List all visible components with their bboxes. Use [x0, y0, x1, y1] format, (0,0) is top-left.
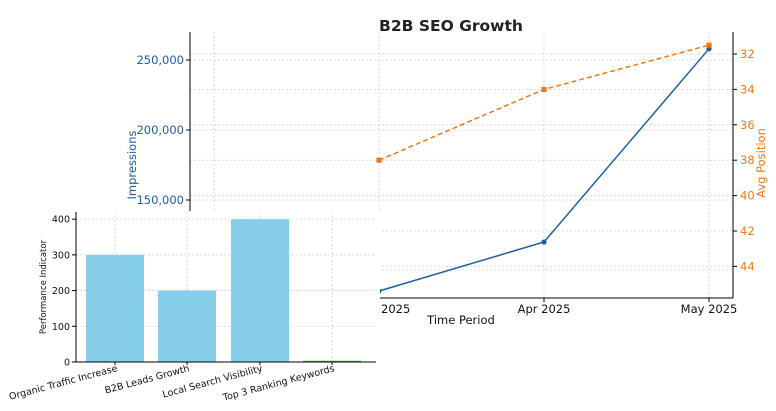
main-left-tick-label: 250,000 [136, 53, 184, 67]
inset-bar [231, 219, 289, 362]
inset-y-tick-label: 200 [52, 286, 70, 297]
main-x-tick-label: May 2025 [681, 302, 738, 316]
avg-position-point [706, 42, 712, 48]
inset-y-tick-label: 400 [52, 215, 70, 226]
main-x-tick-label: Apr 2025 [518, 302, 571, 316]
main-right-tick-label: 36 [740, 118, 755, 132]
main-left-tick-label: 150,000 [136, 193, 184, 207]
main-x-tick-label: 2025 [381, 302, 410, 316]
inset-bar [158, 290, 216, 362]
main-right-tick-label: 44 [740, 259, 755, 273]
main-y-right-label: Avg Position [754, 128, 768, 198]
main-left-tick-label: 200,000 [136, 123, 184, 137]
main-x-ticks: 2025 Apr 2025 May 2025 [378, 298, 738, 316]
main-gridlines [190, 32, 733, 298]
avg-position-line [378, 44, 710, 161]
main-right-tick-label: 32 [740, 47, 755, 61]
main-y-left-label: Impressions [125, 131, 139, 200]
main-right-tick-label: 34 [740, 82, 755, 96]
inset-y-tick-label: 300 [52, 250, 70, 261]
main-right-tick-label: 42 [740, 224, 755, 238]
avg-position-point [541, 86, 547, 92]
avg-position-point [376, 157, 382, 163]
main-right-tick-label: 38 [740, 153, 755, 167]
impressions-point [541, 239, 547, 245]
main-series [376, 42, 712, 294]
main-right-ticks: 32 34 36 38 40 42 44 [733, 47, 755, 273]
inset-y-tick-label: 100 [52, 322, 70, 333]
inset-y-axis-label: Performance Indicator [39, 239, 49, 334]
main-x-axis-label: Time Period [426, 313, 495, 327]
inset-bars [86, 219, 361, 363]
inset-y-ticks: 0 100 200 300 400 [52, 215, 76, 369]
inset-bar [86, 254, 144, 362]
main-chart-title: B2B SEO Growth [379, 17, 523, 35]
inset-y-tick-label: 0 [64, 358, 70, 369]
main-right-tick-label: 40 [740, 189, 755, 203]
